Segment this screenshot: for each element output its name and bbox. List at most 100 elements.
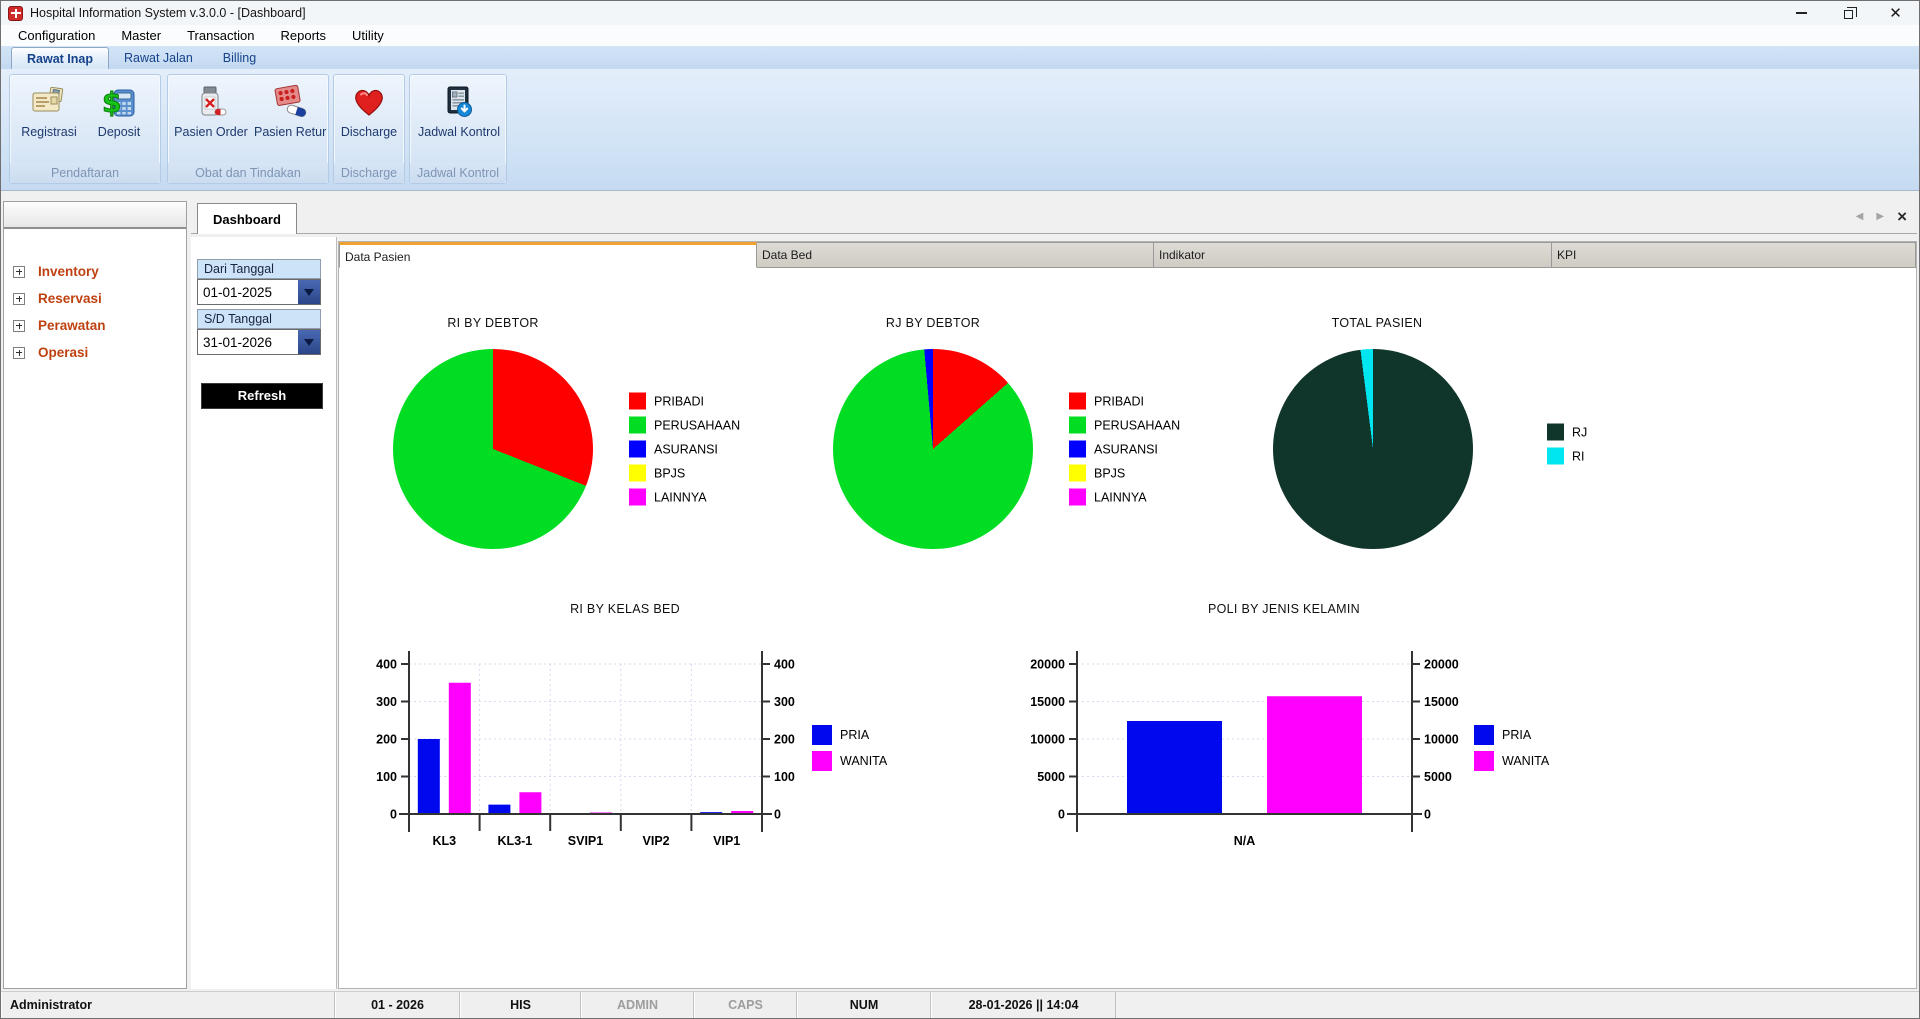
- chart-title: RI BY DEBTOR: [447, 316, 539, 330]
- menu-configuration[interactable]: Configuration: [18, 28, 96, 43]
- document-tab-strip: Dashboard ◀ ▶ ×: [191, 201, 1917, 234]
- sidebar-item-operasi[interactable]: Operasi: [4, 339, 186, 366]
- chevron-down-icon: [304, 338, 314, 346]
- legend-item: WANITA: [1474, 751, 1549, 771]
- svg-text:100: 100: [774, 770, 795, 784]
- to-date-dropdown-button[interactable]: [298, 330, 320, 354]
- legend-item: PRIA: [812, 725, 887, 745]
- legend-swatch: [629, 392, 646, 410]
- jadwal-kontrol-button[interactable]: Jadwal Kontrol: [412, 81, 506, 139]
- heart-icon: [351, 84, 387, 120]
- legend-item: ASURANSI: [629, 440, 740, 458]
- legend-label: ASURANSI: [1094, 442, 1158, 456]
- ribbon-tab-billing[interactable]: Billing: [222, 51, 257, 65]
- legend-item: WANITA: [812, 751, 887, 771]
- legend-swatch: [629, 416, 646, 434]
- expand-plus-icon[interactable]: [13, 292, 25, 305]
- legend-label: ASURANSI: [654, 442, 718, 456]
- window-controls: ✕: [1778, 1, 1919, 25]
- close-tab-icon[interactable]: ×: [1897, 207, 1907, 226]
- minimize-button[interactable]: [1778, 1, 1825, 25]
- legend-item: PRIA: [1474, 725, 1549, 745]
- scroll-left-icon[interactable]: ◀: [1855, 211, 1864, 222]
- ribbon-tab-strip: Rawat Inap Rawat Jalan Billing: [1, 46, 1919, 69]
- content-tab-indikator[interactable]: Indikator: [1154, 242, 1552, 268]
- pasien-order-button[interactable]: Pasien Order: [170, 81, 252, 139]
- chevron-down-icon: [304, 288, 314, 296]
- svg-text:0: 0: [774, 808, 781, 822]
- chart-legend: PRIBADI PERUSAHAAN ASURANSI BPJS LAINNYA: [1069, 392, 1180, 506]
- from-date-field[interactable]: 01-01-2025: [197, 279, 321, 305]
- group-label-pendaftaran: Pendaftaran: [10, 163, 160, 183]
- legend-label: BPJS: [654, 466, 686, 480]
- sidebar-item-perawatan[interactable]: Perawatan: [4, 312, 186, 339]
- ribbon-tab-rawat-jalan[interactable]: Rawat Jalan: [124, 51, 193, 65]
- title-bar: Hospital Information System v.3.0.0 - [D…: [1, 1, 1919, 25]
- tab-dashboard[interactable]: Dashboard: [197, 203, 297, 234]
- minimize-icon: [1796, 12, 1807, 14]
- svg-text:VIP1: VIP1: [713, 834, 740, 848]
- menu-utility[interactable]: Utility: [352, 28, 384, 43]
- menu-bar: Configuration Master Transaction Reports…: [1, 25, 1919, 46]
- legend-swatch: [812, 751, 832, 771]
- legend-item: PRIBADI: [629, 392, 740, 410]
- legend-item: RJ: [1547, 423, 1588, 441]
- menu-reports[interactable]: Reports: [280, 28, 327, 43]
- content-tab-data-pasien[interactable]: Data Pasien: [339, 242, 757, 268]
- refresh-button[interactable]: Refresh: [201, 383, 323, 409]
- from-date-value: 01-01-2025: [203, 284, 273, 300]
- svg-text:20000: 20000: [1030, 658, 1065, 672]
- hospital-app-icon: [8, 5, 23, 21]
- svg-text:200: 200: [376, 733, 397, 747]
- ribbon-tab-rawat-inap[interactable]: Rawat Inap: [11, 47, 109, 69]
- restore-button[interactable]: [1825, 1, 1872, 25]
- sidebar-item-inventory[interactable]: Inventory: [4, 258, 186, 285]
- svg-text:10000: 10000: [1030, 733, 1065, 747]
- legend-item: BPJS: [1069, 464, 1180, 482]
- group-jadwal-kontrol: Jadwal Kontrol Jadwal Kontrol: [409, 74, 507, 184]
- group-label-jadwal-kontrol: Jadwal Kontrol: [410, 163, 506, 183]
- legend-swatch: [1547, 423, 1564, 441]
- status-period: 01 - 2026: [335, 992, 460, 1018]
- pasien-retur-button[interactable]: Pasien Retur: [254, 81, 326, 139]
- expand-plus-icon[interactable]: [13, 346, 25, 359]
- deposit-button[interactable]: $ Deposit: [97, 86, 141, 140]
- chart-legend: PRIBADI PERUSAHAAN ASURANSI BPJS LAINNYA: [629, 392, 740, 506]
- discharge-button[interactable]: Discharge: [335, 81, 403, 139]
- svg-text:0: 0: [390, 808, 397, 822]
- group-label-discharge: Discharge: [334, 163, 404, 183]
- svg-text:KL3: KL3: [432, 834, 456, 848]
- close-button[interactable]: ✕: [1872, 1, 1919, 25]
- registrasi-button[interactable]: Registrasi: [16, 81, 82, 139]
- chart-poli-by-jenis-kelamin: POLI BY JENIS KELAMIN 0 0 5000 5000 10000 100…: [1029, 597, 1609, 897]
- content-tab-data-bed[interactable]: Data Bed: [757, 242, 1154, 268]
- filter-panel: Dari Tanggal 01-01-2025 S/D Tanggal 31-0…: [191, 237, 337, 989]
- from-date-dropdown-button[interactable]: [298, 280, 320, 304]
- sidebar-item-reservasi[interactable]: Reservasi: [4, 285, 186, 312]
- legend-label: PRIBADI: [654, 394, 705, 408]
- status-filler: [1116, 992, 1919, 1018]
- legend-label: RJ: [1572, 425, 1588, 439]
- svg-text:200: 200: [774, 733, 795, 747]
- schedule-document-icon: [441, 84, 477, 120]
- bar-chart-canvas: 0 0 100 100 200 200 300 300 400 400 KL3 KL3-1 SVIP1 V…: [376, 651, 795, 848]
- group-discharge: Discharge Discharge: [333, 74, 405, 184]
- legend-item: PRIBADI: [1069, 392, 1180, 410]
- chart-title: TOTAL PASIEN: [1331, 316, 1423, 330]
- to-date-field[interactable]: 31-01-2026: [197, 329, 321, 355]
- legend-label: WANITA: [840, 754, 888, 768]
- legend-swatch: [629, 488, 646, 506]
- menu-transaction[interactable]: Transaction: [187, 28, 255, 43]
- svg-text:5000: 5000: [1037, 770, 1065, 784]
- menu-master[interactable]: Master: [121, 28, 162, 43]
- expand-plus-icon[interactable]: [13, 265, 25, 278]
- expand-plus-icon[interactable]: [13, 319, 25, 332]
- scroll-right-icon[interactable]: ▶: [1876, 211, 1885, 222]
- legend-item: BPJS: [629, 464, 740, 482]
- restore-icon: [1844, 6, 1857, 19]
- chart-legend: RJ RI: [1547, 423, 1588, 465]
- legend-label: PRIA: [1502, 728, 1532, 742]
- content-tab-kpi[interactable]: KPI: [1552, 242, 1916, 268]
- svg-text:300: 300: [376, 695, 397, 709]
